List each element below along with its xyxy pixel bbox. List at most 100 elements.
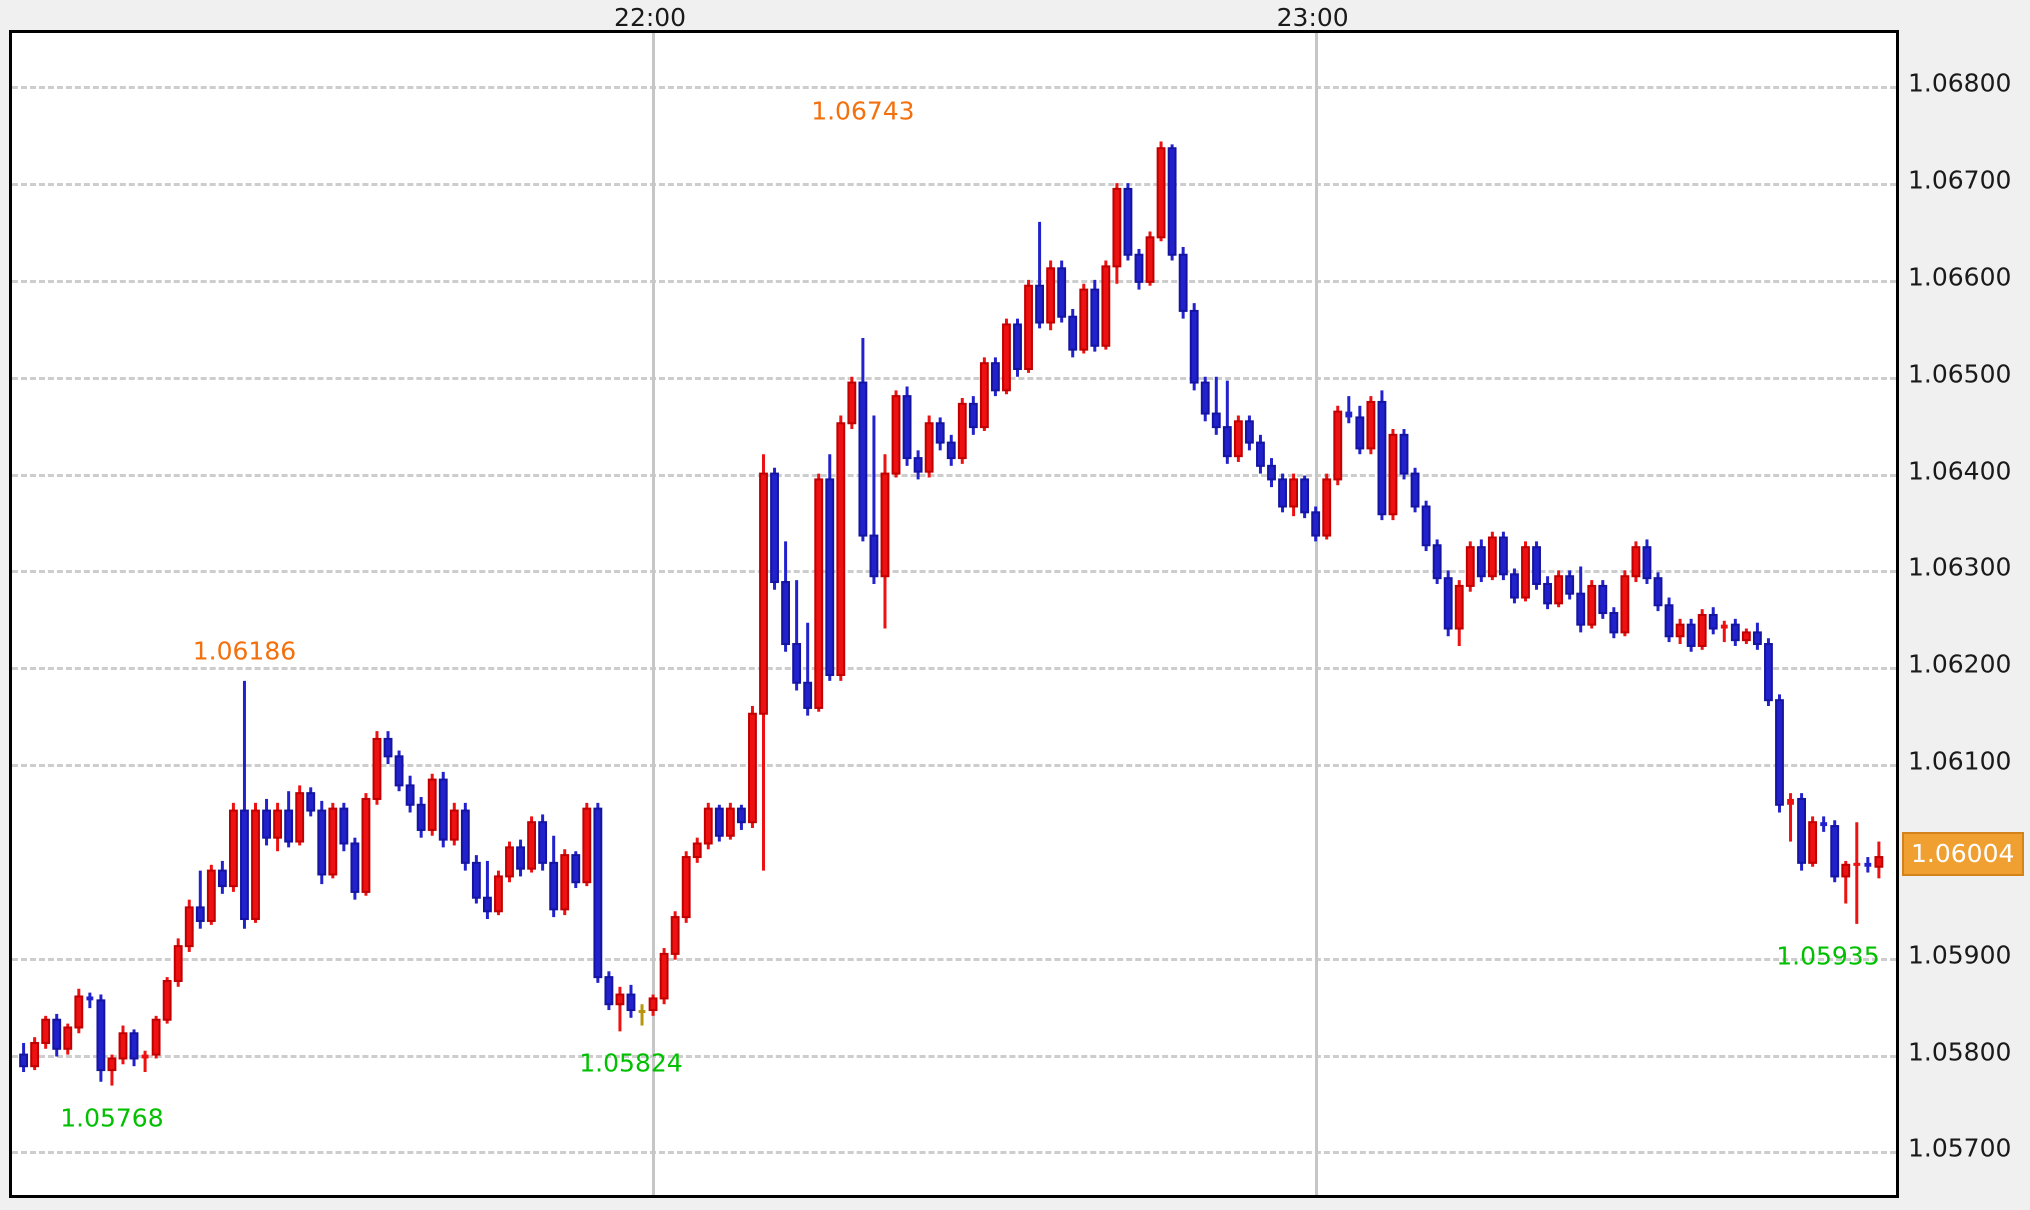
candlestick bbox=[1289, 473, 1299, 517]
price-axis-label: 1.05700 bbox=[1908, 1133, 2012, 1163]
time-axis-label: 23:00 bbox=[1276, 3, 1349, 32]
candlestick bbox=[527, 816, 537, 873]
candlestick bbox=[1620, 570, 1630, 637]
candlestick bbox=[74, 988, 84, 1034]
price-axis-label: 1.06200 bbox=[1908, 649, 2012, 679]
candlestick bbox=[1145, 231, 1155, 286]
candlestick bbox=[1443, 570, 1453, 637]
candlestick bbox=[1454, 580, 1464, 646]
candlestick bbox=[736, 804, 746, 830]
candlestick bbox=[957, 398, 967, 464]
candlestick bbox=[394, 750, 404, 792]
high-price-annotation: 1.06743 bbox=[811, 96, 915, 126]
price-axis-label: 1.06100 bbox=[1908, 746, 2012, 776]
candlestick bbox=[273, 802, 283, 852]
candlestick bbox=[1532, 541, 1541, 590]
candlestick bbox=[1256, 434, 1265, 474]
candlestick bbox=[438, 771, 448, 848]
candlestick bbox=[1554, 570, 1564, 608]
gridline-vertical bbox=[1314, 33, 1318, 1195]
candlestick bbox=[1388, 429, 1398, 521]
price-axis-label: 1.06800 bbox=[1908, 68, 2012, 98]
candlestick bbox=[1653, 572, 1663, 612]
time-axis: 22:00 23:00 bbox=[9, 2, 1899, 32]
current-price-badge[interactable]: 1.06004 bbox=[1902, 832, 2024, 877]
candlestick bbox=[703, 802, 713, 850]
candlestick bbox=[714, 804, 724, 842]
candlestick bbox=[1134, 248, 1144, 290]
candlestick bbox=[317, 800, 327, 885]
chart-plot-area[interactable]: 1.06743 1.06186 1.05768 1.05824 1.05935 bbox=[9, 30, 1899, 1198]
candlestick bbox=[1222, 380, 1232, 464]
low-price-annotation: 1.05935 bbox=[1776, 941, 1880, 971]
candlestick bbox=[206, 864, 216, 925]
gridline-horizontal bbox=[12, 473, 1896, 477]
candlestick bbox=[449, 802, 459, 846]
candlestick bbox=[1322, 473, 1332, 540]
candlestick bbox=[1211, 376, 1221, 435]
candlestick bbox=[1079, 283, 1089, 354]
gridline-horizontal bbox=[12, 957, 1896, 961]
gridline-horizontal bbox=[12, 570, 1896, 574]
candlestick bbox=[1013, 318, 1022, 377]
candlestick bbox=[427, 773, 437, 836]
candlestick bbox=[1278, 473, 1287, 513]
candlestick bbox=[1510, 568, 1519, 604]
candlestick bbox=[516, 839, 525, 877]
candlestick bbox=[1178, 247, 1188, 319]
candlestick bbox=[1355, 405, 1365, 455]
candlestick bbox=[350, 837, 360, 900]
candlestick bbox=[482, 860, 492, 920]
candlestick bbox=[1333, 405, 1343, 486]
candlestick bbox=[141, 1050, 149, 1073]
candlestick bbox=[1090, 279, 1100, 352]
candlestick bbox=[1664, 597, 1674, 643]
candlestick bbox=[935, 417, 945, 451]
candlestick bbox=[416, 797, 426, 838]
candlestick bbox=[1498, 531, 1508, 581]
candlestick bbox=[86, 992, 94, 1009]
candlestick bbox=[913, 450, 923, 480]
gridline-horizontal bbox=[12, 1151, 1896, 1155]
candlestick bbox=[1200, 376, 1210, 422]
candlestick bbox=[1697, 609, 1707, 650]
candlestick bbox=[1244, 415, 1254, 451]
candlestick bbox=[1432, 539, 1442, 584]
gridline-horizontal bbox=[12, 667, 1896, 671]
candlestick bbox=[615, 986, 625, 1032]
candlestick bbox=[262, 798, 271, 846]
candlestick bbox=[670, 911, 680, 960]
candlestick bbox=[946, 434, 956, 466]
candlestick bbox=[990, 357, 1000, 397]
candlestick bbox=[1267, 458, 1276, 488]
candlestick bbox=[549, 835, 559, 918]
price-axis: 1.06800 1.06700 1.06600 1.06500 1.06400 1.063… bbox=[1900, 2, 2026, 1198]
candlestick bbox=[1476, 539, 1486, 583]
candlestick bbox=[284, 791, 294, 848]
candlestick bbox=[1752, 622, 1762, 650]
candlestick bbox=[1675, 618, 1685, 645]
candlestick bbox=[195, 870, 205, 929]
candlestick bbox=[571, 851, 581, 889]
candlestick bbox=[803, 622, 813, 716]
candlestick bbox=[151, 1015, 161, 1059]
candlestick bbox=[295, 785, 305, 846]
candlestick bbox=[1421, 500, 1431, 552]
candlestick bbox=[1366, 396, 1376, 455]
gridline-horizontal bbox=[12, 86, 1896, 90]
price-axis-label: 1.05800 bbox=[1908, 1037, 2012, 1067]
candlestick bbox=[725, 802, 735, 840]
candlestick bbox=[781, 541, 791, 652]
candlestick bbox=[383, 731, 393, 765]
candlestick bbox=[129, 1029, 139, 1067]
candlestick bbox=[968, 396, 978, 435]
candlestick bbox=[505, 841, 514, 883]
candlestick bbox=[30, 1037, 40, 1071]
price-axis-label: 1.06300 bbox=[1908, 552, 2012, 582]
candlestick bbox=[52, 1013, 62, 1057]
candlestick bbox=[1598, 580, 1608, 619]
price-axis-label: 1.06500 bbox=[1908, 359, 2012, 389]
candlestick bbox=[1820, 816, 1828, 832]
candlestick bbox=[1002, 318, 1011, 395]
candlestick bbox=[1024, 279, 1033, 373]
